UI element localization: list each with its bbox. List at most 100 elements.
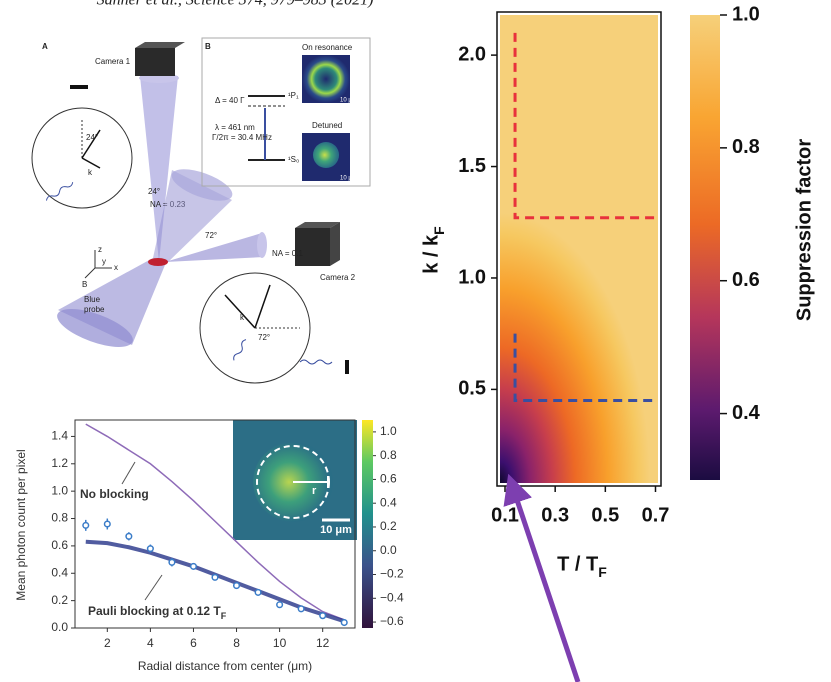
colorbar-tick-label: 0.0 bbox=[380, 543, 397, 557]
label: probe bbox=[84, 305, 105, 314]
y-tick-label: 0.0 bbox=[51, 620, 68, 634]
axis-arrow bbox=[85, 268, 95, 278]
y-tick-label: 0.2 bbox=[51, 593, 68, 607]
label: z bbox=[98, 245, 102, 254]
data-point bbox=[341, 620, 347, 626]
colorbar-tick-label: 0.4 bbox=[380, 495, 397, 509]
figure: Sanner et al., Science 374, 979–983 (202… bbox=[0, 0, 831, 682]
x-tick-label: 0.7 bbox=[642, 504, 670, 526]
label: k bbox=[240, 313, 245, 322]
x-tick-label: 0.1 bbox=[491, 504, 519, 526]
label: 72° bbox=[205, 231, 217, 240]
radius-label: r bbox=[312, 485, 317, 497]
scale-bar-label: 10 μm bbox=[320, 524, 352, 536]
beam-block bbox=[70, 85, 88, 89]
y-tick-label: 0.5 bbox=[458, 378, 486, 400]
label: Camera 2 bbox=[320, 273, 356, 282]
colorbar-tick-label: −0.2 bbox=[380, 567, 404, 581]
colorbar-tick-label: 1.0 bbox=[380, 424, 397, 438]
subscript: F bbox=[221, 611, 227, 621]
photon bbox=[300, 360, 332, 364]
colorbar-tick-label: −0.6 bbox=[380, 614, 404, 628]
data-point bbox=[212, 575, 218, 581]
photon bbox=[232, 339, 247, 362]
colorbar-tick-label: 0.6 bbox=[732, 269, 760, 291]
annotation: Pauli blocking at 0.12 TF bbox=[88, 604, 227, 621]
data-point bbox=[298, 606, 304, 612]
label: On resonance bbox=[302, 43, 353, 52]
photon-count-chart: 2 4 6 8 10 12 0.0 0.2 0.4 0.6 0.8 1.0 1.2 1.4 Radial d… bbox=[14, 420, 404, 673]
camera bbox=[135, 48, 175, 76]
y-tick-label: 1.4 bbox=[51, 429, 68, 443]
data-point bbox=[277, 602, 283, 608]
y-tick-label: 0.4 bbox=[51, 565, 68, 579]
label: 24° bbox=[86, 133, 98, 142]
data-point bbox=[169, 560, 175, 566]
atom-cloud bbox=[148, 258, 168, 266]
image bbox=[302, 55, 350, 103]
x-tick-label: 12 bbox=[316, 636, 330, 650]
label: ¹S₀ bbox=[288, 155, 299, 164]
x-tick-label: 4 bbox=[147, 636, 154, 650]
x-tick-label: 2 bbox=[104, 636, 111, 650]
data-point bbox=[191, 564, 197, 570]
y-tick-label: 0.6 bbox=[51, 538, 68, 552]
data-point bbox=[105, 521, 111, 527]
label: Detuned bbox=[312, 121, 342, 130]
y-tick-label: 0.8 bbox=[51, 511, 68, 525]
photon bbox=[45, 181, 74, 203]
y-tick-label: 1.0 bbox=[51, 483, 68, 497]
data-point bbox=[126, 534, 132, 540]
label: Γ/2π = 30.4 MHz bbox=[212, 133, 272, 142]
x-tick-label: 6 bbox=[190, 636, 197, 650]
colorbar bbox=[690, 15, 720, 480]
image bbox=[313, 142, 339, 168]
y-tick-label: 1.2 bbox=[51, 456, 68, 470]
colorbar-label: Suppression factor bbox=[793, 139, 815, 321]
annotation-pointer bbox=[145, 575, 162, 600]
x-tick-label: 8 bbox=[233, 636, 240, 650]
beam-block bbox=[345, 360, 349, 374]
label: y bbox=[102, 257, 106, 266]
data-point bbox=[83, 523, 89, 529]
x-tick-label: 0.3 bbox=[541, 504, 569, 526]
label: 10 μm bbox=[340, 98, 357, 104]
data-point bbox=[320, 613, 326, 619]
y-tick-label: 1.5 bbox=[458, 155, 486, 177]
camera bbox=[330, 222, 340, 266]
page: {"header": {"citation": "Sanner et al., … bbox=[0, 0, 831, 682]
camera bbox=[295, 228, 330, 266]
panel-label: B bbox=[205, 42, 211, 51]
colorbar-tick-label: 1.0 bbox=[732, 3, 760, 25]
x-axis-label: Radial distance from center (μm) bbox=[138, 659, 312, 673]
colorbar-tick-label: 0.6 bbox=[380, 472, 397, 486]
colorbar-tick-label: 0.4 bbox=[732, 402, 761, 424]
k-vector bbox=[225, 295, 255, 328]
lens bbox=[257, 232, 267, 258]
x-tick-label: 10 bbox=[273, 636, 287, 650]
y-tick-label: 1.0 bbox=[458, 266, 486, 288]
y-axis-label: Mean photon count per pixel bbox=[14, 449, 28, 600]
setup-diagram: A B Camera 1 NA = 0.23 Camera 2 NA = 0.1… bbox=[32, 38, 370, 383]
k-vector bbox=[255, 285, 270, 328]
label: 72° bbox=[258, 333, 270, 342]
y-axis-label: k / kF bbox=[420, 226, 446, 274]
x-tick-label: 0.5 bbox=[591, 504, 619, 526]
label: B bbox=[82, 280, 87, 289]
colorbar-tick-label: −0.4 bbox=[380, 590, 404, 604]
panel-label: A bbox=[42, 42, 48, 51]
data-point bbox=[255, 590, 261, 596]
label: 10 μm bbox=[340, 176, 357, 182]
camera bbox=[135, 42, 185, 48]
citation: Sanner et al., Science 374, 979–983 (202… bbox=[97, 0, 374, 9]
label: x bbox=[114, 263, 118, 272]
data-point bbox=[148, 546, 154, 552]
annotation: No blocking bbox=[80, 487, 149, 501]
label: k bbox=[88, 168, 93, 177]
label: Blue bbox=[84, 295, 101, 304]
x-axis-label: T / TF bbox=[557, 553, 607, 579]
data-point bbox=[234, 583, 240, 589]
label: 24° bbox=[148, 187, 160, 196]
label: Camera 1 bbox=[95, 57, 131, 66]
